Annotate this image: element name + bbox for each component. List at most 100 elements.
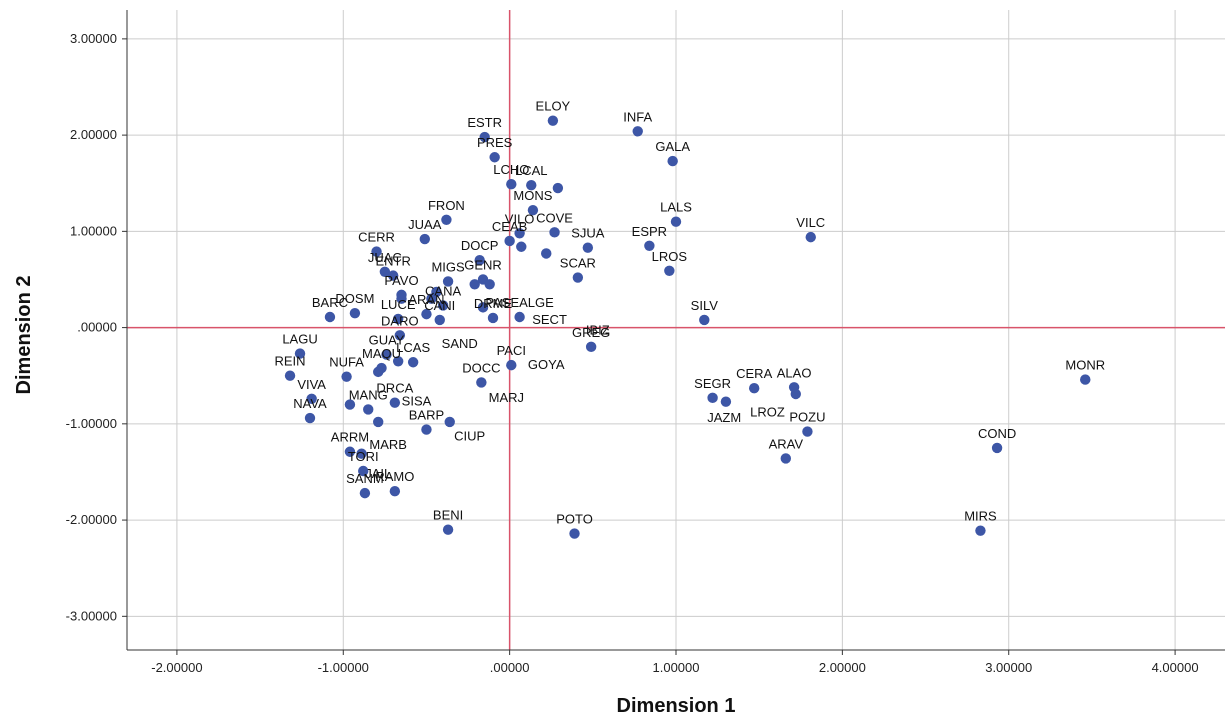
point-label: VILC (796, 215, 825, 230)
point-label: NUFA (329, 355, 364, 370)
point-label: MAQU (362, 346, 401, 361)
point-label: LUCE (381, 297, 416, 312)
data-point (805, 231, 816, 243)
point-label: JUAA (408, 217, 442, 232)
point-label: PACI (497, 343, 526, 358)
data-point (421, 424, 432, 435)
data-point (506, 178, 517, 190)
point-label: COND (978, 426, 1016, 441)
data-point (469, 279, 480, 290)
data-point (359, 487, 371, 499)
point-label: INFA (623, 109, 652, 124)
data-point (434, 314, 445, 326)
data-point (387, 270, 399, 281)
data-points (284, 115, 1091, 539)
y-tick-label: 3.00000 (70, 31, 117, 46)
point-label: SAND (442, 336, 478, 351)
point-label: ELOY (536, 99, 571, 114)
data-point (392, 313, 404, 325)
point-label: FRON (428, 198, 465, 213)
point-label: DOCP (461, 238, 499, 253)
data-point (437, 300, 449, 311)
point-label: DARO (381, 313, 419, 328)
point-label: DOCC (462, 360, 500, 375)
data-point (358, 465, 369, 477)
point-label: NAVA (293, 396, 327, 411)
data-point (392, 356, 404, 367)
data-point (552, 182, 564, 194)
grid-lines (127, 10, 1225, 650)
point-label: MARJ (489, 390, 524, 405)
point-label: GALA (655, 139, 690, 154)
data-point (442, 524, 454, 535)
y-tick-label: 2.00000 (70, 127, 117, 142)
data-point (421, 308, 432, 320)
y-tick-label: 1.00000 (70, 223, 117, 238)
reference-lines (127, 10, 1225, 650)
point-label: ESPR (632, 224, 667, 239)
data-point (1080, 374, 1091, 385)
data-point (582, 242, 594, 253)
data-point (394, 330, 406, 341)
point-label: MONR (1065, 358, 1105, 373)
data-point (363, 404, 374, 415)
data-point (489, 152, 500, 163)
y-tick-label: -3.00000 (66, 608, 117, 623)
point-label: DRCA (376, 381, 413, 396)
point-label: LCAS (396, 340, 430, 355)
data-point (790, 388, 801, 400)
data-point (344, 399, 356, 410)
data-point (389, 397, 401, 408)
data-point (670, 216, 682, 227)
data-point (487, 312, 499, 324)
x-tick-label: .00000 (490, 660, 530, 675)
data-point (324, 311, 336, 323)
data-point (549, 227, 560, 238)
point-label: CERR (358, 230, 395, 245)
point-label: LROZ (750, 404, 785, 419)
point-label: SCAR (560, 256, 596, 271)
point-label: CERA (736, 366, 772, 381)
point-label: VIVA (297, 377, 326, 392)
point-label: SECT (532, 312, 567, 327)
data-point (389, 486, 401, 497)
data-point (720, 396, 732, 407)
data-point (373, 416, 384, 428)
data-point (477, 302, 489, 313)
point-label: VILO (505, 211, 535, 226)
point-label: MIRS (964, 509, 997, 524)
data-point (476, 377, 487, 388)
point-label: DOSM (335, 291, 374, 306)
point-label: LALS (660, 200, 692, 215)
data-point (664, 265, 675, 277)
point-label: ENTR (375, 254, 410, 269)
x-tick-label: 1.00000 (653, 660, 700, 675)
data-point (356, 448, 367, 459)
point-label: SJUA (571, 226, 605, 241)
y-axis-title: Dimension 2 (13, 276, 35, 395)
point-label: PAVO (384, 273, 418, 288)
x-tick-label: -1.00000 (318, 660, 369, 675)
x-tick-label: 4.00000 (1152, 660, 1199, 675)
x-tick-label: -2.00000 (151, 660, 202, 675)
data-point (344, 446, 356, 457)
y-tick-label: -2.00000 (66, 512, 117, 527)
data-point (441, 214, 452, 226)
data-point (381, 349, 392, 360)
data-point (407, 357, 419, 368)
point-label: LROS (652, 249, 688, 264)
data-point (516, 241, 527, 252)
data-point (304, 412, 316, 424)
point-label: BENI (433, 508, 463, 523)
point-label: TORI (348, 449, 379, 464)
point-label: ARAV (769, 436, 804, 451)
y-tick-label: .00000 (77, 320, 117, 335)
data-point (349, 307, 361, 319)
data-point (527, 204, 539, 216)
point-label: CANA (425, 283, 461, 298)
data-point (396, 293, 407, 304)
data-point (547, 115, 559, 126)
point-label: JUAC (368, 250, 402, 265)
point-label: PRES (477, 135, 513, 150)
